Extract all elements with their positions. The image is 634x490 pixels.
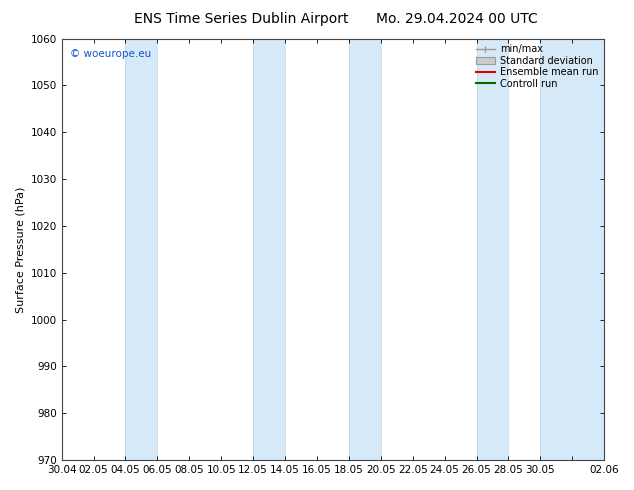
Bar [540,39,604,460]
Bar [349,39,381,460]
Legend: min/max, Standard deviation, Ensemble mean run, Controll run: min/max, Standard deviation, Ensemble me… [472,41,602,93]
Text: ENS Time Series Dublin Airport: ENS Time Series Dublin Airport [134,12,348,26]
Bar [253,39,285,460]
Y-axis label: Surface Pressure (hPa): Surface Pressure (hPa) [15,186,25,313]
Text: Mo. 29.04.2024 00 UTC: Mo. 29.04.2024 00 UTC [375,12,538,26]
Text: © woeurope.eu: © woeurope.eu [70,49,151,59]
Bar [126,39,157,460]
Bar [477,39,508,460]
